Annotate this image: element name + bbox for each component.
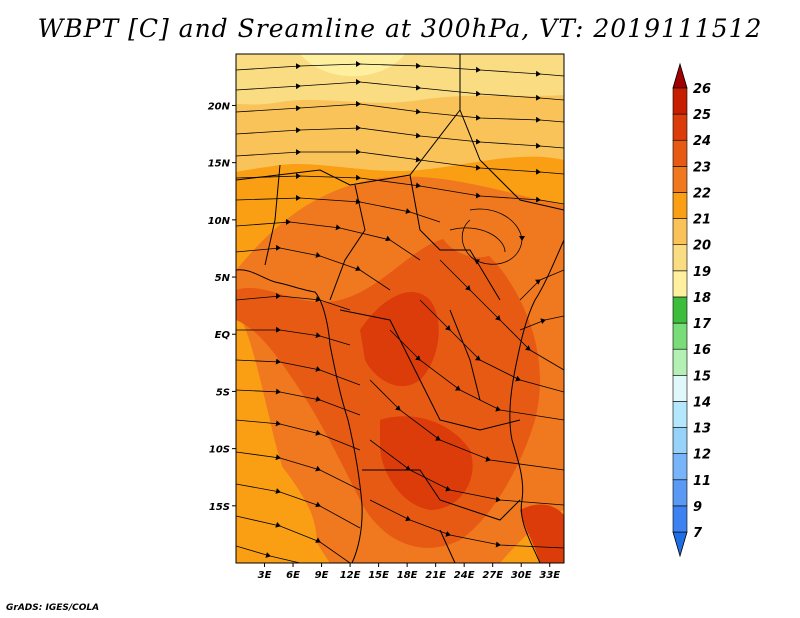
lon-label: 9E bbox=[315, 570, 329, 581]
lat-label: EQ bbox=[215, 330, 231, 341]
streamline bbox=[369, 499, 564, 549]
colorbar-swatch bbox=[672, 192, 688, 219]
colorbar-bottom-arrow bbox=[672, 531, 688, 558]
colorbar-top-arrow bbox=[672, 62, 688, 89]
streamline bbox=[236, 483, 361, 529]
field-band-25c bbox=[520, 504, 564, 563]
colorbar-label: 16 bbox=[693, 343, 711, 358]
lat-label: 20N bbox=[208, 101, 231, 112]
lat-label: 10S bbox=[209, 445, 230, 456]
colorbar-swatch bbox=[672, 244, 688, 272]
streamline bbox=[236, 61, 564, 77]
colorbar-swatch bbox=[672, 296, 688, 324]
lon-label: 21E bbox=[425, 570, 446, 581]
colorbar-swatch bbox=[672, 505, 688, 533]
colorbar-swatch bbox=[672, 87, 688, 115]
streamline bbox=[236, 515, 351, 563]
lat-label: 15S bbox=[209, 502, 230, 513]
streamline bbox=[236, 358, 361, 386]
border-car bbox=[409, 174, 501, 301]
colorbar-swatch bbox=[672, 139, 688, 167]
colorbar-label: 20 bbox=[693, 239, 711, 254]
streamline-vortex bbox=[461, 208, 525, 265]
streamline bbox=[236, 326, 351, 346]
colorbar-label: 14 bbox=[693, 395, 711, 410]
lat-label: 15N bbox=[208, 159, 231, 170]
colorbar-swatch bbox=[672, 453, 688, 481]
streamline bbox=[236, 451, 361, 491]
streamline bbox=[236, 172, 564, 205]
wbpt-field bbox=[236, 54, 564, 563]
streamline bbox=[236, 419, 361, 451]
streamline bbox=[236, 100, 564, 123]
streamline bbox=[236, 388, 361, 416]
colorbar-swatch bbox=[672, 113, 688, 141]
colorbar-label: 19 bbox=[693, 265, 711, 280]
map-frame bbox=[235, 53, 565, 564]
streamline bbox=[389, 329, 564, 421]
lon-label: 27E bbox=[482, 570, 503, 581]
colorbar-swatch bbox=[672, 479, 688, 507]
colorbar-label: 7 bbox=[693, 526, 703, 541]
colorbar-label: 18 bbox=[693, 291, 711, 306]
streamline bbox=[439, 259, 564, 371]
lon-label: 33E bbox=[539, 570, 560, 581]
colorbar-label: 15 bbox=[693, 369, 711, 384]
streamline bbox=[369, 439, 564, 506]
colorbar-label: 9 bbox=[693, 500, 702, 515]
lat-label: 5N bbox=[215, 273, 231, 284]
lat-label: 10N bbox=[208, 216, 231, 227]
colorbar-label: 12 bbox=[693, 448, 711, 463]
lon-label: 30E bbox=[511, 570, 532, 581]
lon-label: 3E bbox=[258, 570, 272, 581]
colorbar-label: 17 bbox=[693, 317, 712, 332]
streamline bbox=[236, 218, 421, 261]
streamline bbox=[236, 244, 391, 291]
streamline bbox=[369, 379, 564, 471]
streamline bbox=[519, 269, 564, 301]
colorbar-swatch bbox=[672, 270, 688, 298]
streamline bbox=[236, 78, 564, 101]
lon-label: 15E bbox=[368, 570, 389, 581]
colorbar-label: 24 bbox=[693, 134, 711, 149]
colorbar-label: 23 bbox=[693, 160, 711, 175]
grads-credit: GrADS: IGES/COLA bbox=[6, 603, 100, 613]
colorbar-swatch bbox=[672, 322, 688, 350]
colorbar-swatch bbox=[672, 218, 688, 246]
axis-ticks: 20N 15N 10N 5N EQ 5S 10S 15S 3E 6E 9E 12E 15E 18E 21E 2… bbox=[208, 101, 561, 581]
streamline-vortex-inner bbox=[449, 227, 506, 253]
colorbar-swatch bbox=[672, 374, 688, 402]
streamline bbox=[236, 148, 564, 175]
streamlines bbox=[236, 61, 564, 563]
lon-label: 6E bbox=[286, 570, 300, 581]
colorbar-swatch bbox=[672, 348, 688, 376]
colorbar-label: 26 bbox=[693, 82, 711, 97]
lon-label: 18E bbox=[397, 570, 418, 581]
border-nigeria bbox=[264, 164, 281, 266]
lat-label: 5S bbox=[216, 387, 230, 398]
lon-label: 12E bbox=[340, 570, 361, 581]
colorbar-swatch bbox=[672, 166, 688, 193]
colorbar-label: 13 bbox=[693, 422, 711, 437]
colorbar-label: 22 bbox=[693, 186, 711, 201]
streamline bbox=[236, 194, 441, 223]
colorbar-label: 21 bbox=[693, 213, 711, 228]
streamline bbox=[236, 124, 564, 149]
colorbar-label: 25 bbox=[693, 108, 711, 123]
colorbar: 7 9 11 12 13 14 15 16 17 18 19 20 21 22 23 24 25 26 bbox=[672, 62, 712, 558]
lon-label: 24E bbox=[454, 570, 475, 581]
streamline bbox=[236, 292, 351, 311]
streamline bbox=[519, 315, 564, 331]
east-coast bbox=[509, 239, 564, 563]
colorbar-swatch bbox=[672, 427, 688, 454]
west-coast bbox=[236, 269, 363, 563]
colorbar-label: 11 bbox=[693, 474, 711, 489]
streamline bbox=[236, 545, 301, 563]
chart-title: WBPT [C] and Sreamline at 300hPa, VT: 20… bbox=[37, 14, 763, 43]
colorbar-swatch bbox=[672, 401, 688, 428]
